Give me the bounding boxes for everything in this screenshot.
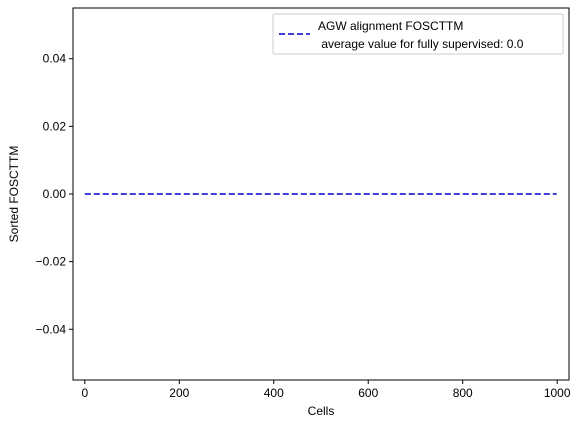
x-tick-label: 600 bbox=[358, 386, 378, 400]
x-tick-label: 1000 bbox=[544, 386, 571, 400]
axes-frame bbox=[72, 7, 570, 381]
legend-box bbox=[272, 13, 564, 55]
legend: AGW alignment FOSCTTM average value for … bbox=[272, 13, 564, 55]
y-tick-label: 0.00 bbox=[43, 187, 67, 201]
ticks-layer: 0 200 400 600 800 1000 −0.04 −0.02 0.00 0.02 0.04 bbox=[36, 52, 571, 400]
legend-entry-line-2: average value for fully supervised: 0.0 bbox=[318, 37, 524, 51]
y-tick-label: 0.04 bbox=[43, 52, 67, 66]
y-tick-label: −0.04 bbox=[36, 322, 67, 336]
x-tick-label: 200 bbox=[169, 386, 189, 400]
y-tick-label: 0.02 bbox=[43, 119, 67, 133]
x-tick-label: 0 bbox=[81, 386, 88, 400]
x-tick-label: 800 bbox=[453, 386, 473, 400]
y-tick-label: −0.02 bbox=[36, 255, 67, 269]
x-axis-label: Cells bbox=[308, 404, 335, 418]
legend-entry-line-1: AGW alignment FOSCTTM bbox=[318, 19, 463, 33]
x-tick-label: 400 bbox=[264, 386, 284, 400]
y-axis-label: Sorted FOSCTTM bbox=[7, 146, 21, 243]
